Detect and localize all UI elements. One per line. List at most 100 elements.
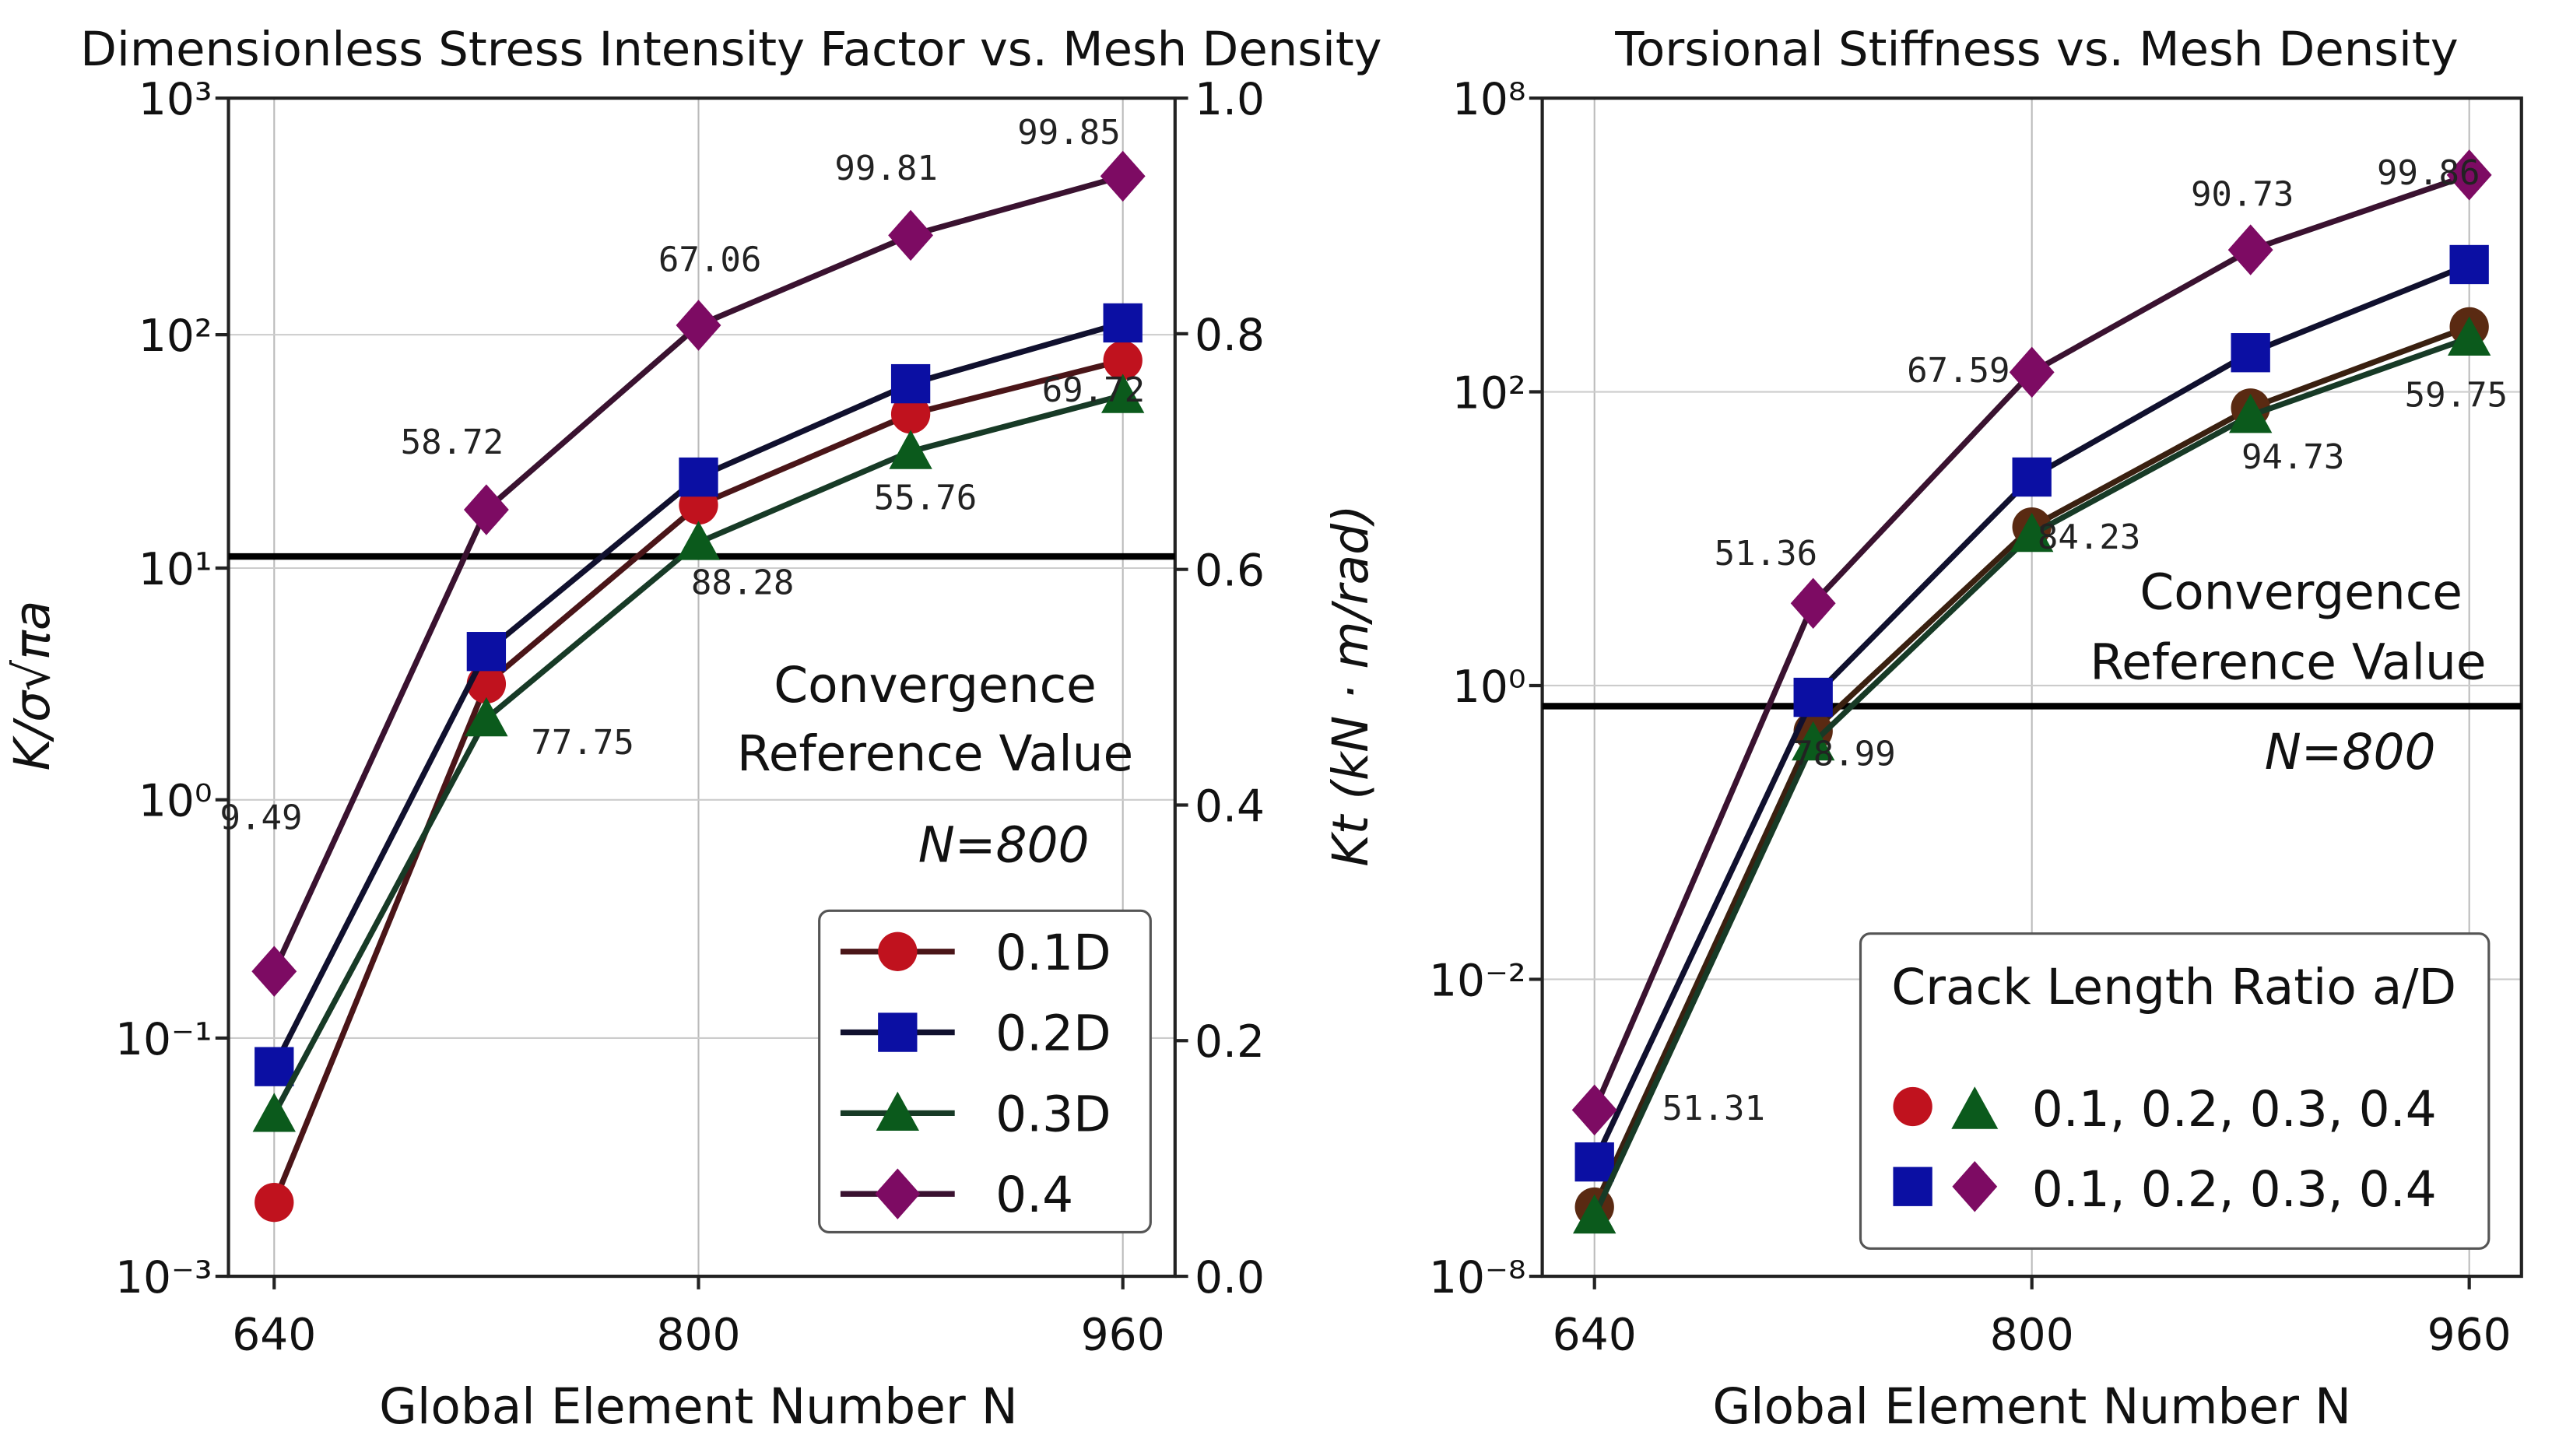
- legend-marker-circle: [878, 931, 918, 971]
- data-point-diamond: [888, 209, 934, 261]
- y2-tick-label: 0.4: [1195, 781, 1265, 832]
- data-annotation: 88.28: [691, 563, 795, 603]
- data-annotation: 99.85: [1017, 113, 1120, 153]
- data-point-square: [254, 1047, 294, 1086]
- data-annotation: 55.76: [874, 479, 978, 518]
- data-annotation: 94.73: [2241, 437, 2345, 477]
- y2-tick-label: 0.0: [1195, 1252, 1265, 1303]
- legend-box: [818, 909, 1152, 1234]
- data-point-triangle: [252, 1093, 296, 1132]
- legend-marker-triangle: [876, 1091, 919, 1131]
- y-tick-label: 10¹: [139, 544, 212, 595]
- legend-box: [1859, 932, 2491, 1250]
- data-point-diamond: [2446, 149, 2492, 201]
- data-point-diamond: [676, 300, 721, 351]
- legend-label: 0.4: [995, 1167, 1073, 1223]
- data-annotation: 67.06: [658, 240, 762, 279]
- x-axis-label: Global Element Number N: [379, 1378, 1018, 1435]
- data-point-square: [890, 363, 931, 404]
- legend-marker-triangle: [1951, 1086, 1999, 1129]
- y2-tick-label: 0.6: [1195, 546, 1265, 597]
- data-point-triangle: [1573, 1194, 1616, 1234]
- legend-label: 0.1, 0.2, 0.3, 0.4: [2032, 1161, 2437, 1218]
- data-point-circle: [890, 394, 931, 434]
- data-point-diamond: [2227, 224, 2273, 275]
- legend-label: 0.1D: [995, 924, 1111, 981]
- data-point-square: [2449, 244, 2489, 285]
- y-tick-label: 10⁰: [139, 776, 212, 827]
- data-point-square: [2012, 457, 2052, 497]
- data-point-circle: [254, 1183, 294, 1223]
- data-point-square: [1574, 1142, 1614, 1182]
- reference-label: N=800: [2265, 724, 2436, 781]
- y-tick-label: 10³: [139, 74, 212, 125]
- legend-marker-diamond: [875, 1168, 921, 1219]
- y2-tick-label: 1.0: [1195, 74, 1265, 125]
- reference-label: Reference Value: [2090, 634, 2486, 691]
- data-point-circle: [1103, 340, 1143, 381]
- x-axis-label: Global Element Number N: [1712, 1378, 2351, 1435]
- data-annotation: 51.31: [1662, 1089, 1766, 1128]
- x-tick-label: 960: [2427, 1309, 2512, 1360]
- data-point-square: [679, 457, 718, 497]
- chart-title: Torsional Stiffness vs. Mesh Density: [1614, 23, 2458, 77]
- data-annotation: 90.73: [2191, 174, 2294, 214]
- y-tick-label: 10⁻²: [1429, 955, 1526, 1006]
- data-point-square: [1793, 677, 1833, 717]
- data-annotation: 59.75: [2405, 375, 2508, 415]
- x-tick-label: 640: [232, 1309, 316, 1360]
- legend-label: 0.2D: [995, 1005, 1111, 1062]
- y-tick-label: 10⁰: [1452, 661, 1526, 713]
- data-point-triangle: [2447, 316, 2491, 356]
- data-annotation: 67.59: [1907, 351, 2010, 391]
- data-point-triangle: [676, 521, 721, 560]
- data-point-triangle: [889, 430, 932, 469]
- data-annotation: 84.23: [2038, 517, 2141, 557]
- y-tick-label: 10⁸: [1452, 74, 1526, 125]
- chart-2: Torsional Stiffness vs. Mesh Density 10⁸ 1…: [1322, 23, 2523, 1435]
- plot-frame: [226, 96, 1177, 1279]
- reference-label: Convergence: [774, 657, 1097, 714]
- legend-marker-circle: [1893, 1086, 1932, 1127]
- legend-title: Crack Length Ratio a/D: [1891, 959, 2456, 1016]
- reference-label: Reference Value: [737, 725, 1133, 782]
- data-point-triangle: [465, 696, 508, 737]
- data-point-triangle: [2228, 394, 2273, 433]
- reference-label: Convergence: [2140, 563, 2462, 620]
- legend-marker-square: [1893, 1167, 1932, 1206]
- data-point-diamond: [463, 484, 509, 535]
- y-tick-label: 10²: [139, 310, 212, 362]
- x-tick-label: 640: [1553, 1309, 1637, 1360]
- y-tick-label: 10²: [1452, 368, 1526, 419]
- data-point-square: [466, 632, 507, 672]
- x-tick-label: 800: [1990, 1309, 2074, 1360]
- chart-1: Dimensionless Stress Intensity Factor vs…: [4, 23, 1382, 1435]
- data-annotation: 99.81: [834, 149, 938, 188]
- y-axis-label: K/σ√πa: [4, 601, 61, 771]
- data-annotation: 69.72: [1042, 370, 1145, 410]
- legend-marker-diamond: [1952, 1161, 1998, 1212]
- legend-label: 0.1, 0.2, 0.3, 0.4: [2032, 1081, 2437, 1138]
- data-point-diamond: [251, 946, 297, 997]
- data-point-diamond: [2009, 346, 2055, 398]
- data-point-triangle: [2010, 512, 2054, 553]
- data-annotation: 99.86: [2377, 153, 2480, 193]
- legend-marker-square: [878, 1012, 918, 1052]
- reference-label: N=800: [918, 816, 1090, 873]
- y-tick-label: 10⁻⁸: [1429, 1252, 1526, 1303]
- y-tick-label: 10⁻³: [115, 1252, 212, 1303]
- data-point-triangle: [1792, 721, 1835, 761]
- data-point-square: [1103, 303, 1143, 343]
- legend-label: 0.3D: [995, 1086, 1111, 1142]
- data-point-square: [2231, 333, 2270, 373]
- x-tick-label: 960: [1081, 1309, 1165, 1360]
- data-annotation: 58.72: [401, 423, 504, 462]
- data-point-triangle: [1101, 374, 1145, 413]
- y2-tick-label: 0.2: [1195, 1016, 1265, 1068]
- y-axis-label: Kt (kN · m/rad): [1322, 504, 1379, 866]
- data-annotation: 78.99: [1792, 735, 1896, 774]
- x-tick-label: 800: [656, 1309, 740, 1360]
- data-annotation: 77.75: [531, 723, 634, 763]
- data-point-diamond: [1790, 577, 1836, 630]
